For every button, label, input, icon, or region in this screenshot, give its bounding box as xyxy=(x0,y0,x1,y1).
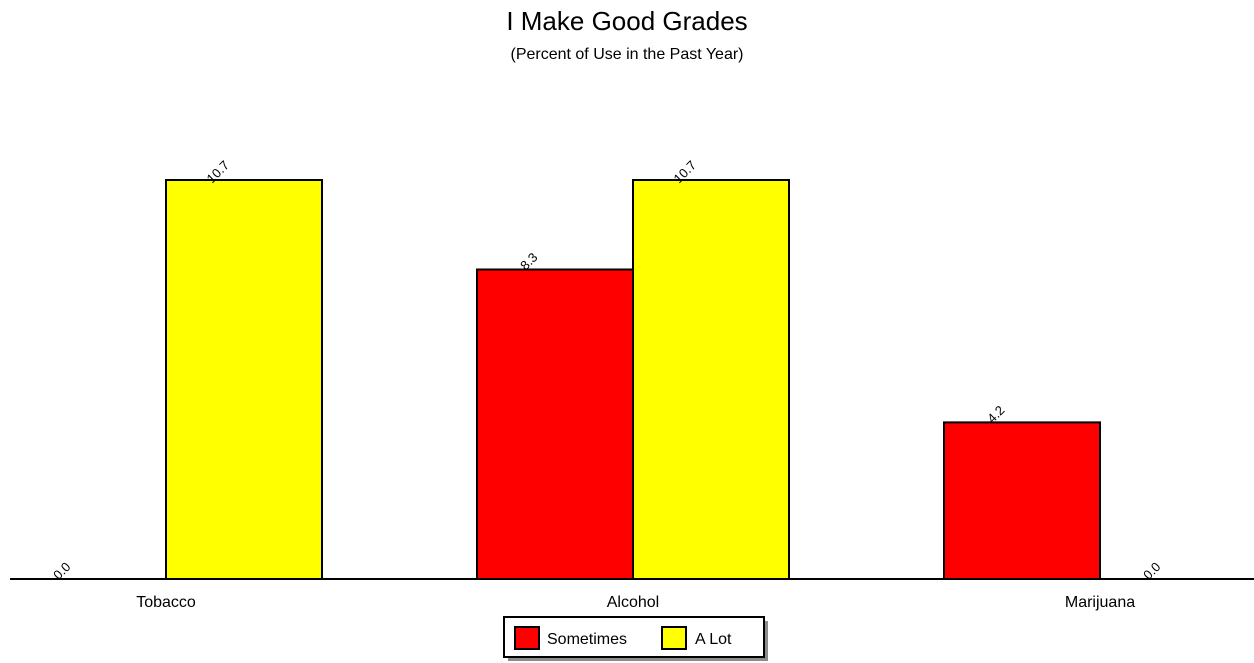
bar-alcohol-a-lot xyxy=(632,179,790,580)
bar-marijuana-sometimes xyxy=(943,421,1101,580)
bars xyxy=(165,179,1101,580)
legend-box xyxy=(503,616,765,658)
legend-swatch-sometimes xyxy=(514,626,540,650)
chart-title: I Make Good Grades xyxy=(506,6,747,36)
bar-alcohol-sometimes xyxy=(476,268,634,580)
legend-label-a-lot: A Lot xyxy=(695,631,732,648)
chart-subtitle: (Percent of Use in the Past Year) xyxy=(510,46,743,63)
bar-tobacco-a-lot xyxy=(165,179,323,580)
legend-label-sometimes: Sometimes xyxy=(547,631,627,648)
category-label-tobacco: Tobacco xyxy=(136,594,196,611)
category-label-marijuana: Marijuana xyxy=(1065,594,1135,611)
category-label-alcohol: Alcohol xyxy=(607,594,659,611)
category-labels: Tobacco Alcohol Marijuana xyxy=(136,594,1135,611)
legend: Sometimes A Lot xyxy=(503,616,768,661)
legend-swatch-a-lot xyxy=(661,626,687,650)
